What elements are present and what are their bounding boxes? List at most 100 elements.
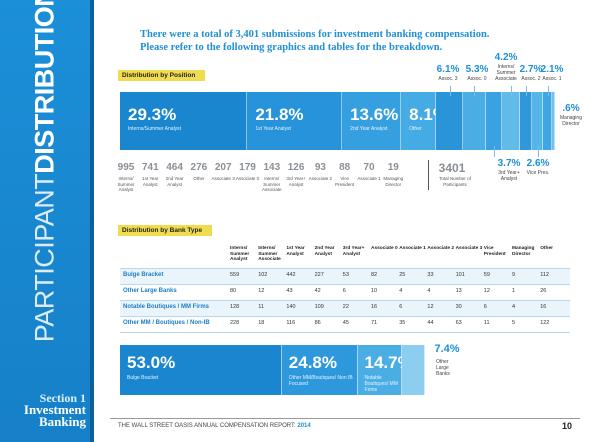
table-header: Managing Director xyxy=(512,246,535,257)
annotation-name: Assoc. 0 xyxy=(467,76,487,82)
sidebar xyxy=(0,0,90,442)
table-cell: 44 xyxy=(427,320,434,326)
segment-label: 29.3% xyxy=(128,105,177,124)
annotation-name: Assoc. 2 xyxy=(521,76,541,82)
table-header: Associate 0 xyxy=(371,246,398,251)
table-cell: 82 xyxy=(371,272,378,278)
table-cell: 6 xyxy=(399,304,403,310)
table-header: 2nd Year Analyst xyxy=(314,246,335,257)
count-value: 70 xyxy=(363,162,375,173)
table-cell: 4 xyxy=(427,288,431,294)
table-cell: 12 xyxy=(483,288,490,294)
table-cell: 59 xyxy=(483,272,490,278)
title-bold: DISTRIBUTION xyxy=(29,0,60,174)
annotation-label: 2.7% xyxy=(519,64,543,75)
table-cell: 6 xyxy=(483,304,487,310)
table-cell: 12 xyxy=(258,288,265,294)
table-cell: 42 xyxy=(314,288,321,294)
count-divider xyxy=(428,160,429,190)
position-segment xyxy=(520,92,532,150)
page-number: 10 xyxy=(562,421,573,431)
table-row xyxy=(120,316,570,332)
section-heading: Distribution by Bank Type xyxy=(118,225,213,236)
table-cell: 559 xyxy=(230,272,240,278)
segment-name: Bulge Bracket xyxy=(127,375,159,381)
count-name: 3rd Year+ Analyst xyxy=(286,176,306,187)
table-cell: 109 xyxy=(314,304,324,310)
segment-label: 14.7% xyxy=(364,353,413,372)
leader-line xyxy=(493,146,495,157)
position-segment xyxy=(120,92,248,150)
annotation-label: 2.6% xyxy=(526,158,550,169)
table-cell: 128 xyxy=(230,304,240,310)
row-name: Notable Boutiques / MM Firms xyxy=(123,304,210,310)
count-value: 464 xyxy=(166,162,183,173)
count-name: Associate 0 xyxy=(235,176,260,181)
sidebar-title: PARTICIPANTDISTRIBUTION xyxy=(30,0,61,342)
table-cell: 101 xyxy=(455,272,465,278)
table-cell: 12 xyxy=(427,304,434,310)
segment-name: Other xyxy=(409,126,422,132)
segment-label: 53.0% xyxy=(127,353,176,372)
position-segment xyxy=(401,92,437,150)
table-row xyxy=(120,284,570,300)
table-header: Associate 3 xyxy=(455,246,483,251)
count-name: Other xyxy=(193,176,205,181)
table-row xyxy=(120,268,570,284)
table-header: Associate 2 xyxy=(427,246,455,251)
table-cell: 13 xyxy=(455,288,462,294)
table-cell: 18 xyxy=(258,320,265,326)
table-cell: 63 xyxy=(455,320,462,326)
annotation-label: 5.3% xyxy=(465,64,489,75)
leader-line xyxy=(547,86,549,96)
count-value: 276 xyxy=(190,162,208,173)
table-rule xyxy=(120,332,570,333)
segment-name: 2nd Year Analyst xyxy=(350,126,388,132)
count-name: Managing Director xyxy=(383,176,404,187)
leader-line xyxy=(511,86,513,96)
leader-line xyxy=(449,86,451,96)
annotation-label: 3.7% xyxy=(497,158,521,169)
segment-name: 1st Year Analyst xyxy=(255,126,291,132)
footer-text: THE WALL STREET OASIS ANNUAL COMPENSATIO… xyxy=(118,423,311,429)
table-cell: 1 xyxy=(512,288,516,294)
count-value: 93 xyxy=(314,162,326,173)
table-header: 1st Year Analyst xyxy=(286,246,305,257)
position-segment xyxy=(342,92,402,150)
bank-segment xyxy=(357,345,403,395)
table-cell: 43 xyxy=(286,288,293,294)
table-cell: 16 xyxy=(371,304,378,310)
count-name: Associate 1 xyxy=(357,176,381,181)
table-cell: 5 xyxy=(512,320,516,326)
segment-name: Other MM/Boutiques/ Non IB Focused xyxy=(288,375,353,387)
table-cell: 10 xyxy=(371,288,378,294)
table-cell: 4 xyxy=(399,288,403,294)
table-cell: 140 xyxy=(286,304,296,310)
table-cell: 228 xyxy=(230,320,240,326)
table-cell: 71 xyxy=(371,320,378,326)
section-number: Section 1 xyxy=(39,391,86,405)
count-name: Interns/ Summer Associate xyxy=(262,176,282,192)
annotation-label: .6% xyxy=(562,103,580,114)
footer-rule xyxy=(110,418,580,419)
annotation-name: Other Large Banks xyxy=(436,359,450,377)
table-cell: 80 xyxy=(230,288,237,294)
intro-line: There were a total of 3,401 submissions … xyxy=(140,29,490,40)
count-name: Interns/ Summer Analyst xyxy=(117,176,135,192)
table-header: Vice President xyxy=(483,246,506,257)
bank-segment xyxy=(402,345,425,395)
table-cell: 45 xyxy=(342,320,349,326)
annotation-label: 6.1% xyxy=(436,64,460,75)
table-cell: 112 xyxy=(540,272,549,278)
total-value: 3401 xyxy=(438,161,466,175)
table-header: Other xyxy=(540,246,553,251)
section-title: Investment Banking xyxy=(23,402,86,429)
segment-label: 13.6% xyxy=(350,105,399,124)
table-cell: 227 xyxy=(314,272,324,278)
table-cell: 22 xyxy=(342,304,349,310)
table-cell: 9 xyxy=(512,272,516,278)
position-segment xyxy=(501,92,521,150)
count-value: 143 xyxy=(263,162,281,173)
table-cell: 122 xyxy=(540,320,550,326)
count-name: 1st Year Analyst xyxy=(142,176,159,187)
